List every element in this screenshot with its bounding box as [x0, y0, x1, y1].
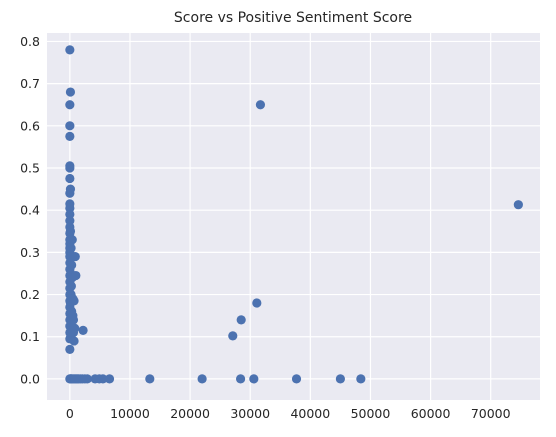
data-point	[67, 235, 77, 245]
data-point	[252, 298, 262, 308]
data-point	[65, 209, 75, 219]
data-point	[70, 251, 80, 262]
x-tick-label: 30000	[230, 406, 270, 421]
y-tick-label: 0.7	[20, 76, 40, 91]
data-point	[67, 260, 77, 270]
data-point	[65, 121, 75, 131]
x-tick-label: 10000	[110, 406, 150, 421]
y-tick-label: 0.5	[20, 160, 40, 175]
data-point	[66, 281, 76, 291]
data-point	[69, 296, 79, 306]
data-point	[65, 131, 75, 141]
data-point	[65, 188, 75, 198]
data-point	[78, 325, 88, 335]
data-point	[356, 374, 366, 384]
y-tick-label: 0.8	[20, 34, 40, 49]
data-point	[145, 374, 155, 384]
data-point	[335, 374, 345, 384]
grid-lines	[47, 33, 540, 400]
x-tick-label: 70000	[471, 406, 511, 421]
data-point	[65, 344, 75, 354]
y-tick-label: 0.0	[20, 371, 40, 386]
data-point	[236, 315, 246, 325]
y-tick-label: 0.1	[20, 329, 40, 344]
x-axis-ticks: 0 10000 20000 30000 40000 50000 60000 70000	[66, 406, 511, 421]
data-point	[65, 45, 75, 55]
data-point	[66, 243, 76, 253]
data-point	[65, 173, 75, 184]
data-point	[228, 331, 238, 341]
data-point	[70, 323, 80, 333]
x-tick-label: 40000	[290, 406, 330, 421]
data-point	[249, 374, 259, 384]
x-tick-label: 20000	[170, 406, 210, 421]
data-point	[68, 315, 79, 325]
data-point	[82, 374, 92, 384]
data-point	[513, 200, 523, 210]
data-point	[291, 374, 302, 384]
data-point	[65, 216, 75, 226]
chart-title: Score vs Positive Sentiment Score	[174, 10, 412, 26]
y-tick-label: 0.4	[20, 203, 40, 218]
data-point	[255, 100, 266, 110]
data-point	[71, 270, 81, 281]
x-tick-label: 0	[66, 406, 74, 421]
data-point	[65, 100, 75, 110]
data-point	[65, 163, 75, 173]
y-axis-ticks: 0.0 0.1 0.2 0.3 0.4 0.5 0.6 0.7 0.8	[20, 34, 40, 386]
data-point	[98, 374, 108, 384]
data-point	[65, 87, 76, 97]
data-point	[235, 374, 246, 384]
x-tick-label: 60000	[411, 406, 451, 421]
data-point	[65, 226, 76, 236]
y-tick-label: 0.6	[20, 118, 40, 133]
data-point	[65, 203, 75, 213]
data-point	[69, 336, 79, 346]
data-point	[104, 374, 115, 384]
plot-area	[47, 33, 540, 400]
x-tick-label: 50000	[351, 406, 391, 421]
y-tick-label: 0.3	[20, 245, 40, 260]
data-point	[197, 374, 207, 384]
y-tick-label: 0.2	[20, 287, 40, 302]
data-points	[65, 45, 523, 384]
